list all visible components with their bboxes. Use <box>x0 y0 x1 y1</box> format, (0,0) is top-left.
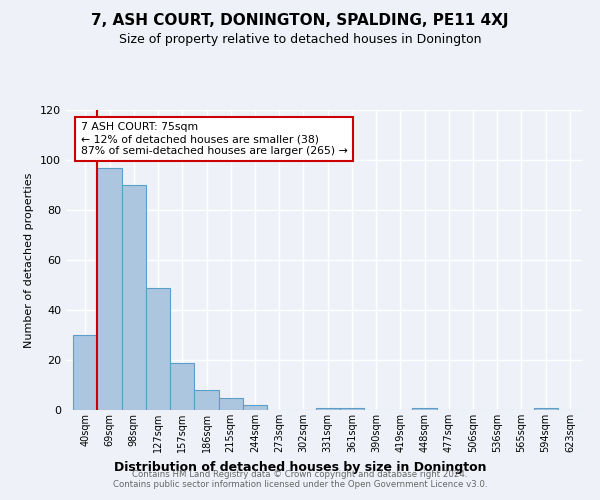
Bar <box>243 405 267 410</box>
Text: Contains HM Land Registry data © Crown copyright and database right 2024.
Contai: Contains HM Land Registry data © Crown c… <box>113 470 487 489</box>
Bar <box>170 362 194 410</box>
Bar <box>146 288 170 410</box>
Bar <box>194 390 218 410</box>
Bar <box>122 185 146 410</box>
Bar <box>218 398 243 410</box>
Y-axis label: Number of detached properties: Number of detached properties <box>25 172 34 348</box>
Bar <box>533 408 558 410</box>
Bar <box>73 335 97 410</box>
Bar <box>316 408 340 410</box>
Text: Size of property relative to detached houses in Donington: Size of property relative to detached ho… <box>119 32 481 46</box>
Text: Distribution of detached houses by size in Donington: Distribution of detached houses by size … <box>114 461 486 474</box>
Text: 7 ASH COURT: 75sqm
← 12% of detached houses are smaller (38)
87% of semi-detache: 7 ASH COURT: 75sqm ← 12% of detached hou… <box>80 122 347 156</box>
Text: 7, ASH COURT, DONINGTON, SPALDING, PE11 4XJ: 7, ASH COURT, DONINGTON, SPALDING, PE11 … <box>91 12 509 28</box>
Bar <box>412 408 437 410</box>
Bar <box>340 408 364 410</box>
Bar <box>97 168 122 410</box>
